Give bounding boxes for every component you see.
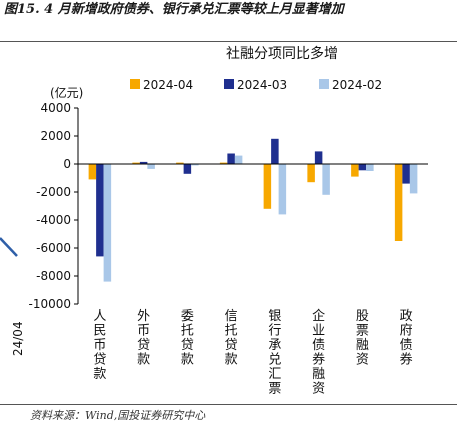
x-tick-label: 政府债券 bbox=[400, 309, 413, 368]
y-tick-label: -6000 bbox=[36, 241, 71, 255]
x-axis: 人民币贷款 外币贷款 委托贷款 信托贷款 银行承兑汇票 企业债券融资 股票融资 政府债券 bbox=[78, 163, 428, 397]
bar-2024-03 bbox=[402, 164, 410, 184]
bar-2024-03 bbox=[314, 151, 323, 164]
bar-2024-02 bbox=[278, 164, 287, 215]
bar-2024-02 bbox=[322, 164, 330, 195]
legend-label: 2024-04 bbox=[143, 78, 193, 92]
bar-2024-03 bbox=[271, 138, 279, 164]
legend-swatch bbox=[319, 79, 329, 89]
left-fragment-line bbox=[0, 237, 18, 257]
bar-2024-04 bbox=[219, 162, 228, 164]
y-tick-label: -8000 bbox=[36, 269, 71, 283]
bar-2024-02 bbox=[409, 164, 418, 194]
bar-2024-04 bbox=[351, 164, 359, 177]
x-tick-label: 委托贷款 bbox=[181, 309, 194, 368]
source-note: 资料来源：Wind,国投证券研究中心 bbox=[30, 409, 206, 422]
y-tick-label: 4000 bbox=[40, 101, 71, 115]
chart-svg: 24/04 社融分项同比多增 (亿元) 2024-04 2024-03 2024-0… bbox=[0, 45, 428, 397]
bar-2024-04 bbox=[132, 162, 140, 164]
bar-2024-02 bbox=[147, 164, 155, 169]
bar-2024-04 bbox=[307, 164, 315, 183]
left-fragment-label: 24/04 bbox=[11, 321, 25, 356]
bar-2024-03 bbox=[227, 153, 235, 164]
chart-title: 社融分项同比多增 bbox=[226, 45, 338, 62]
bar-2024-04 bbox=[176, 162, 184, 164]
y-tick-label: 2000 bbox=[40, 129, 71, 143]
y-tick-label: -10000 bbox=[28, 297, 71, 311]
bar-2024-02 bbox=[366, 164, 374, 171]
bar-2024-03 bbox=[96, 164, 104, 257]
x-tick-label: 银行承兑汇票 bbox=[268, 309, 281, 397]
x-tick-label: 股票融资 bbox=[356, 309, 369, 368]
legend-label: 2024-02 bbox=[332, 78, 382, 92]
x-tick-label: 企业债券融资 bbox=[312, 308, 325, 397]
x-tick-label: 外币贷款 bbox=[137, 309, 150, 368]
legend-swatch bbox=[130, 79, 140, 89]
bar-2024-02 bbox=[103, 164, 112, 282]
y-axis-label: (亿元) bbox=[50, 85, 83, 100]
y-axis: -10000 -8000 -6000 -4000 -2000 0 2000 4000 bbox=[28, 101, 79, 311]
bar-2024-03 bbox=[139, 161, 148, 164]
legend-swatch bbox=[224, 79, 234, 89]
bar-2024-02 bbox=[191, 164, 199, 166]
bar-2024-04 bbox=[88, 164, 97, 180]
figure-title: 图15. 4 月新增政府债券、银行承兑汇票等较上月显著增加 bbox=[4, 2, 344, 17]
bars bbox=[88, 138, 418, 282]
legend-label: 2024-03 bbox=[237, 78, 287, 92]
bar-2024-03 bbox=[183, 164, 192, 174]
bottom-rule bbox=[0, 404, 457, 405]
y-tick-label: -2000 bbox=[36, 185, 71, 199]
x-tick-label: 人民币贷款 bbox=[93, 309, 106, 382]
x-tick-label: 信托贷款 bbox=[225, 309, 238, 368]
y-tick-label: 0 bbox=[63, 157, 71, 171]
bar-2024-04 bbox=[394, 164, 403, 241]
bar-2024-04 bbox=[263, 164, 272, 209]
y-tick-label: -4000 bbox=[36, 213, 71, 227]
top-rule bbox=[0, 41, 457, 42]
bar-2024-03 bbox=[358, 164, 367, 171]
legend: 2024-04 2024-03 2024-02 bbox=[130, 78, 382, 92]
bar-2024-02 bbox=[234, 155, 243, 164]
